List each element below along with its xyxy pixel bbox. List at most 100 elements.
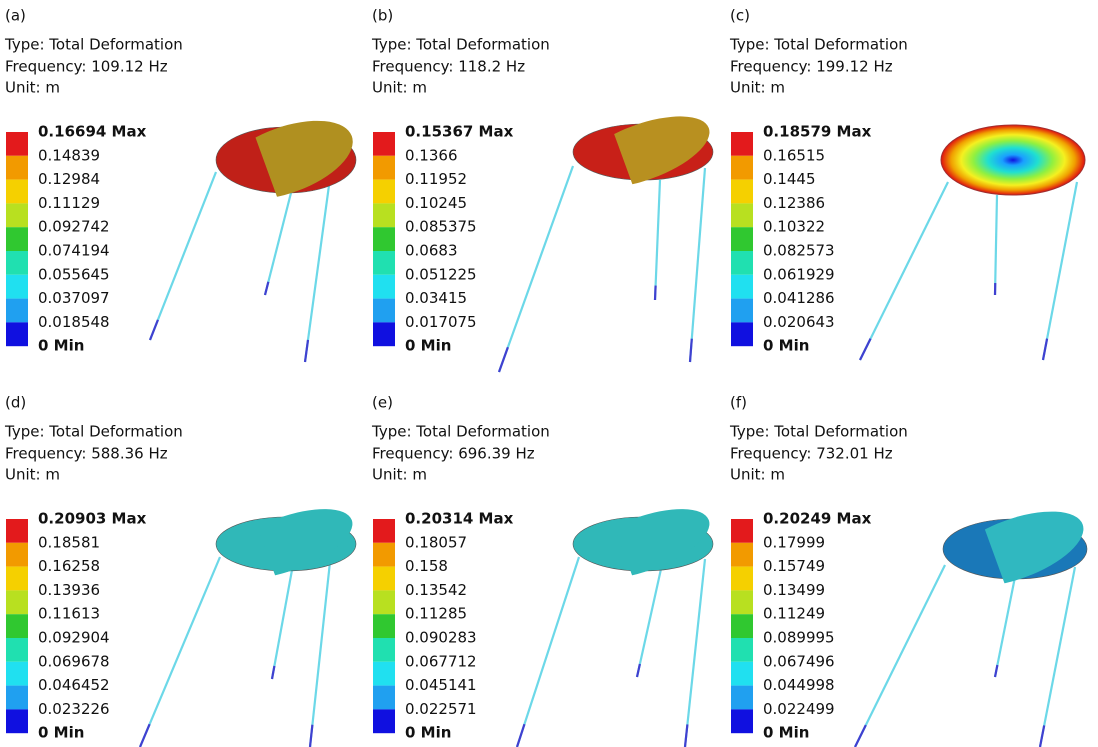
legend-value: 0.082573 bbox=[763, 242, 835, 260]
leg-tip bbox=[517, 724, 524, 747]
legend-value: 0.069678 bbox=[38, 652, 110, 670]
legend-band bbox=[6, 322, 28, 346]
legend-value: 0.085375 bbox=[405, 218, 477, 236]
result-type: Type: Total Deformation bbox=[371, 423, 550, 441]
legend-band bbox=[6, 299, 28, 323]
legend-value: 0.13499 bbox=[763, 581, 825, 599]
legend-value: 0.158 bbox=[405, 557, 448, 575]
leg bbox=[995, 577, 1015, 677]
legend-value: 0.20314 Max bbox=[405, 510, 514, 528]
legend-value: 0.0683 bbox=[405, 242, 458, 260]
legend-band bbox=[6, 132, 28, 156]
leg bbox=[860, 182, 948, 360]
legend-value: 0.12984 bbox=[38, 170, 100, 188]
legend-band bbox=[731, 567, 753, 591]
legend-value: 0.20249 Max bbox=[763, 510, 872, 528]
result-type: Type: Total Deformation bbox=[729, 423, 908, 441]
legend-value: 0.089995 bbox=[763, 629, 835, 647]
panel-label: (a) bbox=[5, 7, 26, 25]
leg-tip bbox=[855, 725, 866, 747]
leg bbox=[272, 570, 292, 679]
leg bbox=[690, 168, 705, 362]
legend-band bbox=[6, 275, 28, 299]
leg bbox=[685, 559, 705, 747]
legend-band bbox=[6, 543, 28, 567]
legend-value: 0.18057 bbox=[405, 533, 467, 551]
result-type: Type: Total Deformation bbox=[371, 36, 550, 54]
legend-band bbox=[373, 132, 395, 156]
legend-value: 0.020643 bbox=[763, 313, 835, 331]
leg-tip bbox=[265, 282, 268, 295]
result-type: Type: Total Deformation bbox=[4, 423, 183, 441]
legend-value: 0.1445 bbox=[763, 170, 816, 188]
legend-band bbox=[373, 322, 395, 346]
legend-value: 0 Min bbox=[763, 724, 809, 742]
panel: (e)Type: Total DeformationFrequency: 696… bbox=[371, 394, 725, 747]
result-type: Type: Total Deformation bbox=[4, 36, 183, 54]
leg-tip bbox=[1040, 725, 1044, 747]
leg bbox=[1040, 567, 1075, 747]
leg-tip bbox=[860, 339, 871, 360]
legend-band bbox=[731, 275, 753, 299]
leg-tip bbox=[655, 286, 656, 300]
legend-value: 0 Min bbox=[405, 337, 451, 355]
legend-band bbox=[373, 251, 395, 275]
legend-band bbox=[373, 543, 395, 567]
legend-value: 0.15749 bbox=[763, 557, 825, 575]
panel-label: (e) bbox=[372, 394, 393, 412]
legend-band bbox=[6, 614, 28, 638]
legend-band bbox=[731, 519, 753, 543]
leg-tip bbox=[305, 340, 308, 362]
leg-tip bbox=[637, 664, 640, 677]
legend-band bbox=[731, 638, 753, 662]
legend-value: 0.14839 bbox=[38, 146, 100, 164]
legend-value: 0.11285 bbox=[405, 605, 467, 623]
legend-band bbox=[731, 132, 753, 156]
legend-band bbox=[6, 662, 28, 686]
leg bbox=[140, 557, 220, 747]
legend-value: 0.022571 bbox=[405, 700, 477, 718]
leg bbox=[499, 166, 573, 372]
legend-band bbox=[731, 227, 753, 251]
legend-band bbox=[731, 203, 753, 227]
panel-label: (b) bbox=[372, 7, 393, 25]
unit: Unit: m bbox=[5, 466, 60, 484]
leg-tip bbox=[150, 320, 158, 340]
legend-value: 0.055645 bbox=[38, 265, 110, 283]
panel: (b)Type: Total DeformationFrequency: 118… bbox=[371, 7, 725, 373]
legend-value: 0.11613 bbox=[38, 605, 100, 623]
legend-value: 0.023226 bbox=[38, 700, 110, 718]
leg-tip bbox=[272, 666, 274, 679]
panel: (d)Type: Total DeformationFrequency: 588… bbox=[4, 394, 368, 747]
leg-tip bbox=[685, 724, 687, 747]
unit: Unit: m bbox=[372, 79, 427, 97]
legend-value: 0.03415 bbox=[405, 289, 467, 307]
leg-tip bbox=[995, 665, 997, 677]
legend-band bbox=[373, 227, 395, 251]
legend-value: 0.16515 bbox=[763, 146, 825, 164]
legend-band bbox=[6, 227, 28, 251]
legend-band bbox=[6, 686, 28, 710]
legend-value: 0.20903 Max bbox=[38, 510, 147, 528]
legend-value: 0.10322 bbox=[763, 218, 825, 236]
legend-band bbox=[373, 709, 395, 733]
legend-value: 0.16694 Max bbox=[38, 123, 147, 141]
legend-value: 0.074194 bbox=[38, 242, 110, 260]
result-type: Type: Total Deformation bbox=[729, 36, 908, 54]
legend-band bbox=[373, 590, 395, 614]
legend-value: 0.022499 bbox=[763, 700, 835, 718]
legend-value: 0.018548 bbox=[38, 313, 110, 331]
legend-value: 0.045141 bbox=[405, 676, 477, 694]
legend-value: 0.067496 bbox=[763, 652, 835, 670]
legend-band bbox=[6, 203, 28, 227]
legend-band bbox=[373, 299, 395, 323]
legend-band bbox=[731, 543, 753, 567]
legend-band bbox=[731, 590, 753, 614]
legend-band bbox=[373, 180, 395, 204]
legend-value: 0.10245 bbox=[405, 194, 467, 212]
unit: Unit: m bbox=[730, 466, 785, 484]
legend-band bbox=[373, 156, 395, 180]
legend-value: 0.17999 bbox=[763, 533, 825, 551]
leg bbox=[150, 172, 216, 340]
frequency: Frequency: 109.12 Hz bbox=[5, 58, 168, 76]
